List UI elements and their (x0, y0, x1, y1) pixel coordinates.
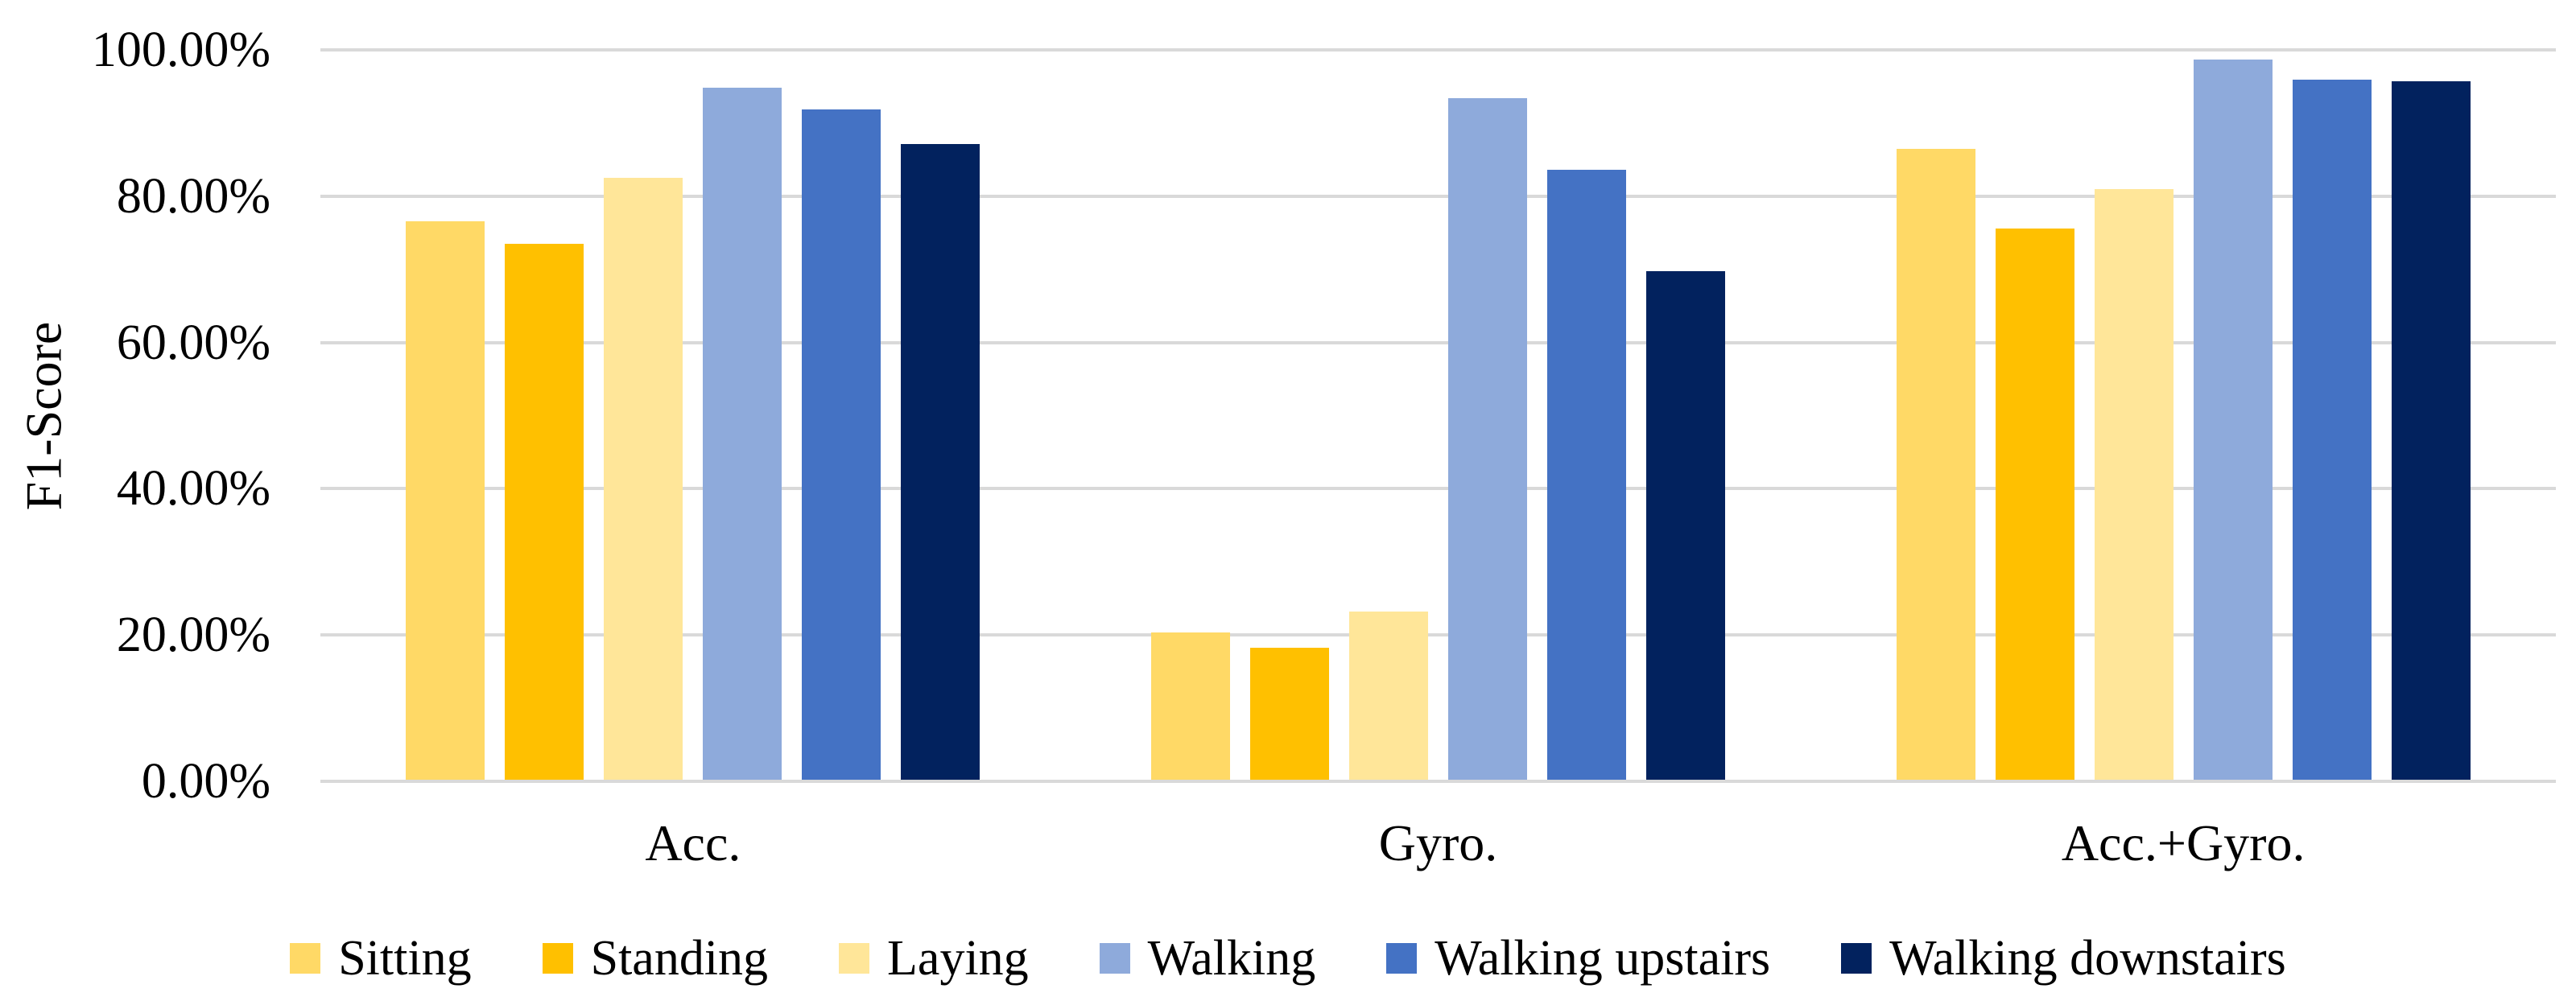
bar-walking-downstairs-Gyro. (1646, 271, 1725, 780)
bar-group-Gyro. (1151, 97, 1725, 780)
bar-walking-Acc.+Gyro. (2193, 59, 2273, 780)
bar-group-Acc.+Gyro. (1896, 59, 2471, 780)
bar-sitting-Acc.+Gyro. (1896, 148, 1975, 780)
legend-label: Walking downstairs (1889, 931, 2286, 986)
y-tick-label-40: 40.00% (116, 461, 270, 517)
x-axis-label-Gyro.: Gyro. (1378, 814, 1498, 871)
y-tick-label-0: 0.00% (141, 754, 270, 809)
bar-walking-downstairs-Acc. (901, 144, 980, 780)
bar-walking-upstairs-Gyro. (1547, 169, 1626, 780)
bar-laying-Acc. (604, 177, 683, 780)
bar-walking-Acc. (703, 88, 782, 780)
y-tick-label-60: 60.00% (116, 315, 270, 370)
legend-swatch-icon (290, 943, 321, 974)
legend-item-standing: Standing (542, 922, 769, 995)
bar-group-Acc. (406, 88, 980, 780)
bar-sitting-Gyro. (1151, 632, 1230, 780)
legend-swatch-icon (1841, 943, 1872, 974)
gridline-80 (320, 194, 2556, 198)
legend-item-walking-downstairs: Walking downstairs (1841, 922, 2286, 995)
y-axis-title-box: F1-Score (5, 50, 82, 781)
x-axis-label-Acc.: Acc. (645, 814, 741, 871)
x-axis-label-Acc.+Gyro.: Acc.+Gyro. (2061, 814, 2306, 871)
bar-standing-Acc. (505, 243, 584, 780)
legend-label: Sitting (338, 931, 472, 986)
y-tick-label-100: 100.00% (91, 23, 270, 77)
y-tick-label-80: 80.00% (116, 168, 270, 224)
legend-item-walking: Walking (1099, 922, 1316, 995)
legend-swatch-icon (839, 943, 870, 974)
bar-standing-Gyro. (1250, 648, 1329, 780)
y-tick-label-20: 20.00% (116, 608, 270, 663)
legend-label: Laying (887, 931, 1029, 986)
bar-walking-downstairs-Acc.+Gyro. (2391, 80, 2471, 780)
legend: Sitting Standing Laying Walking Walking upst… (0, 922, 2576, 995)
gridline-20 (320, 633, 2556, 637)
legend-swatch-icon (542, 943, 573, 974)
bar-standing-Acc.+Gyro. (1995, 228, 2074, 780)
gridline-0 (320, 780, 2556, 783)
gridline-60 (320, 340, 2556, 344)
legend-label: Walking upstairs (1435, 931, 1771, 986)
bar-sitting-Acc. (406, 220, 485, 780)
legend-label: Standing (590, 931, 769, 986)
legend-swatch-icon (1099, 943, 1130, 974)
bar-walking-upstairs-Acc.+Gyro. (2292, 80, 2372, 780)
legend-item-sitting: Sitting (290, 922, 472, 995)
bar-walking-Gyro. (1448, 97, 1527, 780)
bar-laying-Acc.+Gyro. (2094, 188, 2174, 780)
bar-laying-Gyro. (1349, 611, 1428, 780)
bar-walking-upstairs-Acc. (802, 109, 881, 780)
gridline-40 (320, 487, 2556, 491)
legend-swatch-icon (1386, 943, 1418, 974)
legend-item-walking-upstairs: Walking upstairs (1386, 922, 1770, 995)
legend-item-laying: Laying (839, 922, 1029, 995)
gridline-100 (320, 48, 2556, 51)
legend-label: Walking (1147, 931, 1316, 986)
